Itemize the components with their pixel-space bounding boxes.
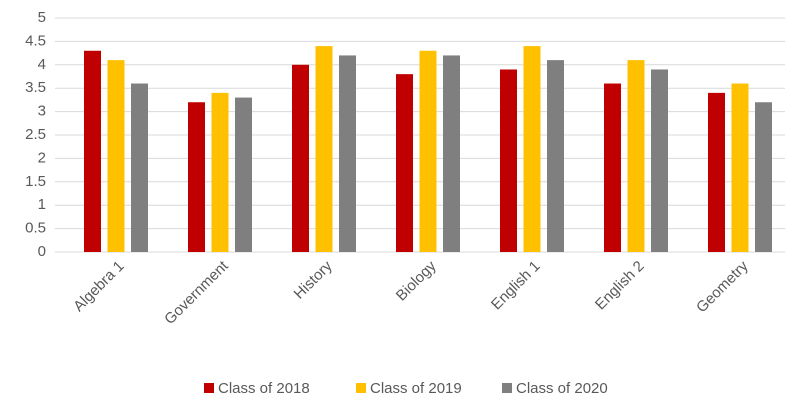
bar bbox=[131, 83, 148, 253]
bar bbox=[500, 69, 517, 252]
y-tick-label: 3 bbox=[38, 103, 46, 120]
y-tick-label: 0.5 bbox=[25, 220, 46, 237]
bar bbox=[292, 64, 309, 252]
y-tick-label: 3.5 bbox=[25, 79, 46, 96]
y-tick-label: 1 bbox=[38, 196, 46, 213]
bar bbox=[315, 46, 333, 252]
legend-swatch bbox=[204, 383, 214, 393]
bar bbox=[188, 102, 205, 253]
x-tick-label: Geometry bbox=[693, 257, 752, 316]
legend-label: Class of 2020 bbox=[516, 380, 608, 397]
y-tick-label: 0 bbox=[38, 243, 46, 260]
legend-swatch bbox=[502, 383, 512, 393]
bar bbox=[604, 83, 621, 253]
bar bbox=[396, 74, 413, 252]
bar bbox=[107, 60, 125, 253]
bar bbox=[339, 55, 356, 252]
y-tick-label: 5 bbox=[38, 9, 46, 26]
legend-label: Class of 2018 bbox=[218, 380, 310, 397]
x-tick-label: Biology bbox=[393, 257, 440, 304]
x-tick-label: English 2 bbox=[592, 258, 648, 314]
bar bbox=[84, 50, 101, 253]
bar bbox=[523, 46, 541, 252]
y-tick-label: 4.5 bbox=[25, 32, 46, 49]
legend-swatch bbox=[356, 383, 366, 393]
x-tick-label: Algebra 1 bbox=[70, 258, 127, 315]
y-tick-label: 1.5 bbox=[25, 173, 46, 190]
y-tick-label: 2.5 bbox=[25, 126, 46, 143]
bar bbox=[211, 92, 229, 252]
y-tick-label: 4 bbox=[38, 56, 46, 73]
bar bbox=[731, 83, 749, 253]
bar bbox=[627, 60, 645, 253]
bar bbox=[547, 60, 564, 253]
bar bbox=[708, 92, 725, 252]
legend-label: Class of 2019 bbox=[370, 380, 462, 397]
bar bbox=[235, 97, 252, 252]
x-tick-label: Government bbox=[161, 257, 232, 328]
bar bbox=[755, 102, 772, 253]
bar bbox=[443, 55, 460, 252]
x-tick-label: History bbox=[291, 257, 336, 302]
bar bbox=[419, 50, 437, 253]
x-tick-label: English 1 bbox=[488, 258, 544, 314]
y-tick-label: 2 bbox=[38, 149, 46, 166]
bar bbox=[651, 69, 668, 252]
